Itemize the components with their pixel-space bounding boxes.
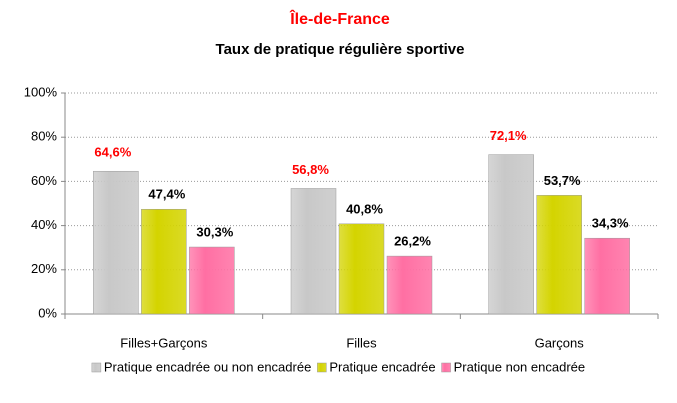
chart-subtitle: Taux de pratique régulière sportive [216,41,465,58]
bar [584,237,630,315]
y-tick-label: 60% [31,173,57,188]
data-label: 40,8% [346,201,383,216]
data-label: 47,4% [148,187,185,202]
bar [488,154,534,315]
legend-label: Pratique encadrée ou non encadrée [104,359,311,374]
data-label: 30,3% [196,224,233,239]
x-tick-label: Filles+Garçons [120,335,208,350]
y-tick-label: 100% [24,84,58,99]
x-tick-label: Garçons [535,335,585,350]
bar [290,188,337,315]
data-label: 53,7% [544,173,581,188]
y-tick-label: 20% [31,261,57,276]
data-label: 72,1% [490,128,527,143]
legend-swatch [91,362,102,373]
data-label: 26,2% [394,234,431,249]
data-label: 34,3% [592,216,629,231]
legend-swatch [441,362,451,373]
bar [141,208,187,315]
bar [338,223,385,315]
y-tick-label: 40% [31,217,57,232]
legend-label: Pratique encadrée [329,359,435,374]
data-label: 56,8% [292,162,329,177]
bar [386,255,433,315]
data-label: 64,6% [94,145,131,160]
bar [93,170,139,315]
chart-title: Île-de-France [289,9,390,28]
legend-swatch [317,362,327,373]
legend-label: Pratique non encadrée [454,359,586,374]
x-tick-label: Filles [346,335,377,350]
y-tick-label: 80% [31,129,57,144]
bar [189,246,235,315]
bar [536,195,582,315]
y-tick-label: 0% [38,305,57,320]
